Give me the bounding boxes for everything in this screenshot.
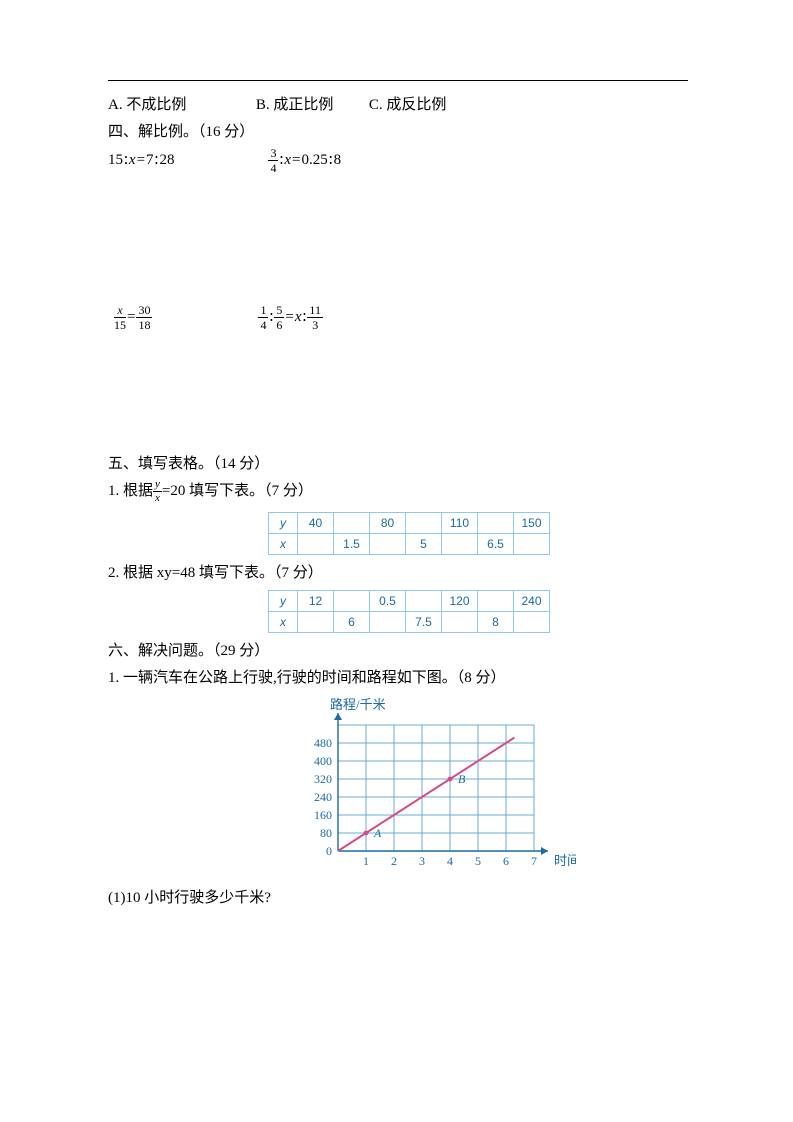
mc-choices: A. 不成比例 B. 成正比例 C. 成反比例 bbox=[108, 93, 688, 114]
svg-text:160: 160 bbox=[314, 808, 332, 822]
equation-3: x15 = 3018 bbox=[114, 304, 152, 331]
choice-c-text: 成反比例 bbox=[386, 93, 446, 114]
top-rule bbox=[108, 80, 688, 81]
svg-text:0: 0 bbox=[326, 844, 332, 858]
section-4-title: 四、解比例。（16 分） bbox=[108, 120, 688, 141]
table-1-wrap: y4080110150x1.556.5 bbox=[268, 512, 688, 555]
equation-row-2: x15 = 3018 14 ∶ 56 = x ∶ 113 bbox=[114, 304, 688, 331]
svg-text:时间/时: 时间/时 bbox=[554, 853, 576, 868]
table-1: y4080110150x1.556.5 bbox=[268, 512, 550, 555]
equation-2: 34 ∶ x = 0.25 ∶ 8 bbox=[268, 147, 341, 174]
section-6-title: 六、解决问题。（29 分） bbox=[108, 639, 688, 660]
choice-a-prefix: A. bbox=[108, 97, 123, 114]
table-2: y120.5120240x67.58 bbox=[268, 590, 550, 633]
svg-text:A: A bbox=[373, 826, 382, 840]
q6-1: 1. 一辆汽车在公路上行驶,行驶的时间和路程如下图。（8 分） bbox=[108, 666, 688, 687]
chart-wrap: 0 80 160 240 320 400 480 1 2 3 4 5 6 7 路程/千米时间/时 A B bbox=[286, 693, 688, 878]
svg-text:B: B bbox=[458, 772, 466, 786]
svg-text:7: 7 bbox=[531, 854, 537, 868]
q5-1: 1. 根据yx=20 填写下表。（7 分） bbox=[108, 479, 688, 504]
choice-b-text: 成正比例 bbox=[273, 93, 333, 114]
svg-text:6: 6 bbox=[503, 854, 509, 868]
svg-text:2: 2 bbox=[391, 854, 397, 868]
svg-text:480: 480 bbox=[314, 736, 332, 750]
svg-text:5: 5 bbox=[475, 854, 481, 868]
svg-text:3: 3 bbox=[419, 854, 425, 868]
equation-1: 15 ∶ x = 7 ∶ 28 bbox=[108, 147, 174, 174]
svg-text:路程/千米: 路程/千米 bbox=[330, 697, 386, 712]
svg-text:4: 4 bbox=[447, 854, 453, 868]
q6-1-sub1: (1)10 小时行驶多少千米? bbox=[108, 886, 688, 907]
choice-b-prefix: B. bbox=[256, 97, 270, 114]
choice-c-prefix: C. bbox=[369, 97, 383, 114]
distance-time-chart: 0 80 160 240 320 400 480 1 2 3 4 5 6 7 路程/千米时间/时 A B bbox=[286, 693, 576, 873]
choice-a-text: 不成比例 bbox=[126, 93, 186, 114]
section-5-title: 五、填写表格。（14 分） bbox=[108, 452, 688, 473]
svg-text:80: 80 bbox=[320, 826, 332, 840]
equation-4: 14 ∶ 56 = x ∶ 113 bbox=[258, 304, 323, 331]
equation-row-1: 15 ∶ x = 7 ∶ 28 34 ∶ x = 0.25 ∶ 8 bbox=[108, 147, 688, 174]
svg-text:320: 320 bbox=[314, 772, 332, 786]
svg-text:240: 240 bbox=[314, 790, 332, 804]
svg-text:1: 1 bbox=[363, 854, 369, 868]
table-2-wrap: y120.5120240x67.58 bbox=[268, 590, 688, 633]
q5-2: 2. 根据 xy=48 填写下表。（7 分） bbox=[108, 561, 688, 582]
svg-text:400: 400 bbox=[314, 754, 332, 768]
